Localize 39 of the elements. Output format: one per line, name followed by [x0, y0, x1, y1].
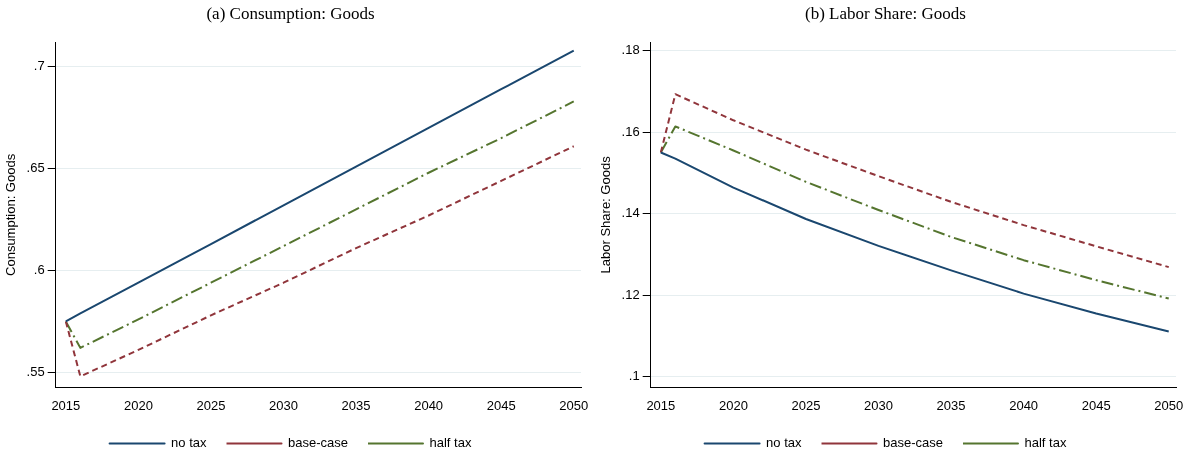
- x-tick-label: 2045: [486, 397, 516, 413]
- y-axis-title: Labor Share: Goods: [598, 155, 614, 274]
- y-tick-label: .65: [26, 160, 45, 176]
- line-series: [659, 93, 1170, 269]
- line-series: [659, 125, 1170, 300]
- legend-label: base-case: [883, 435, 943, 451]
- x-tick-label: 2020: [718, 397, 748, 413]
- y-tick-label: .1: [628, 368, 640, 384]
- y-tick-label: .18: [621, 42, 640, 58]
- line-series: [64, 100, 575, 349]
- x-tick-label: 2030: [269, 397, 298, 413]
- y-tick-label: .14: [621, 205, 640, 221]
- x-tick-label: 2030: [864, 397, 893, 413]
- y-tick-label: .55: [26, 363, 45, 379]
- x-tick-label: 2035: [936, 397, 966, 413]
- y-tick-label: .7: [33, 58, 45, 74]
- legend-label: base-case: [288, 435, 348, 451]
- y-tick-label: .6: [33, 262, 45, 278]
- x-tick-label: 2035: [341, 397, 371, 413]
- legend-label: no tax: [171, 435, 208, 451]
- x-tick-label: 2025: [196, 397, 226, 413]
- x-tick-label: 2025: [791, 397, 821, 413]
- legend-label: half tax: [1024, 435, 1067, 451]
- y-axis-title: Consumption: Goods: [3, 153, 19, 276]
- chart-title: (a) Consumption: Goods: [206, 3, 375, 23]
- legend-label: half tax: [429, 435, 472, 451]
- x-tick-label: 2015: [646, 397, 676, 413]
- x-tick-label: 2040: [1009, 397, 1039, 413]
- x-tick-label: 2040: [414, 397, 444, 413]
- x-tick-label: 2045: [1081, 397, 1111, 413]
- x-tick-label: 2015: [51, 397, 81, 413]
- x-tick-label: 2020: [123, 397, 153, 413]
- chart-title: (b) Labor Share: Goods: [805, 3, 966, 23]
- legend-label: no tax: [766, 435, 803, 451]
- y-tick-label: .16: [621, 123, 640, 139]
- x-tick-label: 2050: [559, 397, 589, 413]
- x-tick-label: 2050: [1154, 397, 1184, 413]
- line-series: [64, 145, 575, 378]
- y-tick-label: .12: [621, 286, 640, 302]
